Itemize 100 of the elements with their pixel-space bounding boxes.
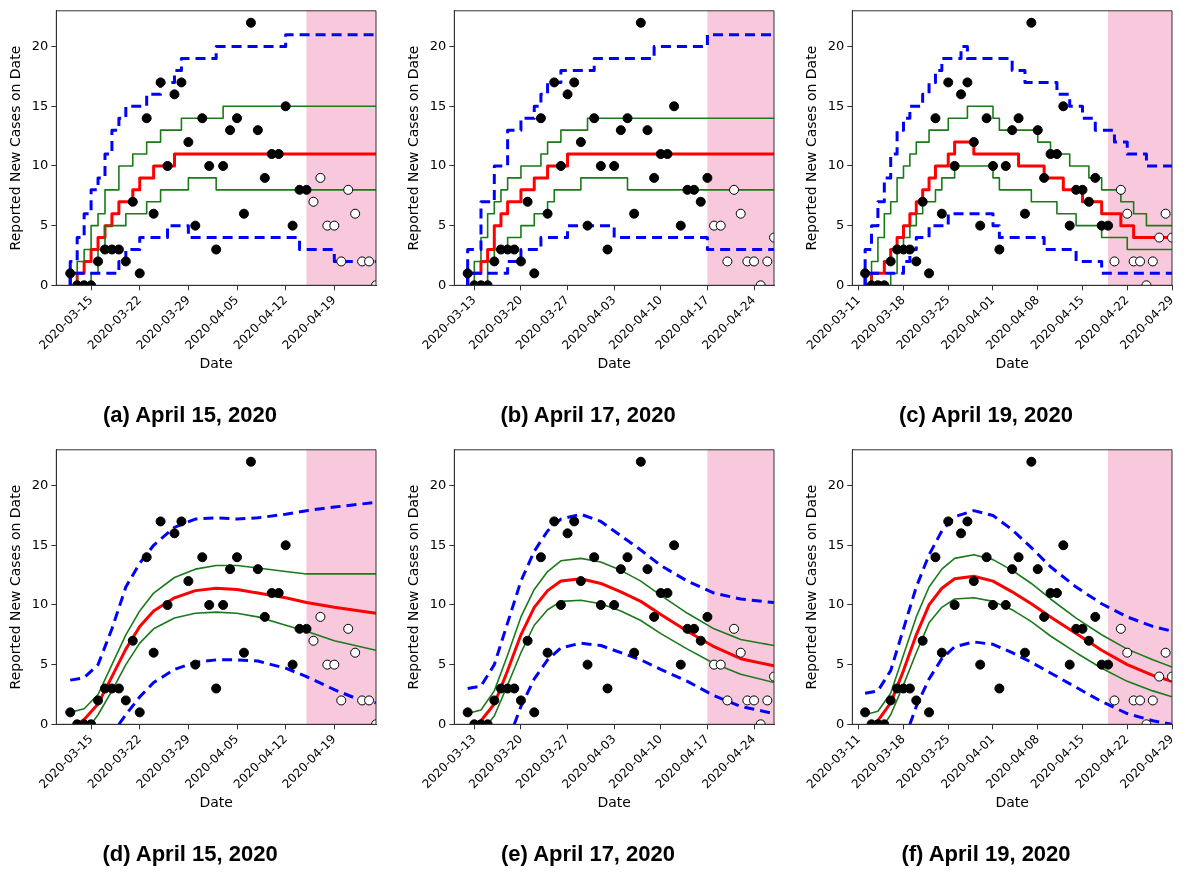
point <box>141 113 152 124</box>
point <box>762 695 773 706</box>
point <box>695 635 706 646</box>
point <box>535 113 546 124</box>
point <box>190 220 201 231</box>
point <box>515 256 526 267</box>
point <box>252 564 263 575</box>
point <box>981 552 992 563</box>
point <box>749 256 760 267</box>
point <box>190 659 201 670</box>
point <box>930 552 941 563</box>
point <box>162 160 173 171</box>
y-tick-label: 5 <box>836 217 845 233</box>
y-tick-label: 15 <box>827 97 845 113</box>
point <box>762 256 773 267</box>
point <box>169 528 180 539</box>
point <box>949 599 960 610</box>
point <box>329 659 340 670</box>
point <box>529 268 540 279</box>
point <box>649 172 660 183</box>
y-tick-label: 0 <box>836 276 845 292</box>
point <box>936 208 947 219</box>
point <box>134 707 145 718</box>
point <box>315 172 326 183</box>
text: (c) April 19, 2020 <box>898 401 1074 427</box>
point <box>715 659 726 670</box>
point <box>1109 695 1120 706</box>
point <box>575 576 586 587</box>
point <box>735 208 746 219</box>
y-tick-label: 20 <box>31 37 49 53</box>
y-tick-label: 20 <box>827 476 845 492</box>
point <box>729 623 740 634</box>
y-tick-label: 5 <box>40 217 49 233</box>
point <box>715 220 726 231</box>
point <box>1090 172 1101 183</box>
point <box>635 17 646 28</box>
point <box>245 456 256 467</box>
point <box>1032 125 1043 136</box>
point <box>1154 671 1165 682</box>
y-tick-label: 10 <box>827 157 845 173</box>
point <box>1135 695 1146 706</box>
y-tick-label: 15 <box>31 97 49 113</box>
point <box>489 695 500 706</box>
point <box>509 683 520 694</box>
point <box>350 208 361 219</box>
point <box>917 196 928 207</box>
point <box>749 695 760 706</box>
point <box>1154 232 1165 243</box>
point <box>1090 611 1101 622</box>
point <box>280 101 291 112</box>
point <box>238 647 249 658</box>
point <box>364 256 375 267</box>
point <box>542 647 553 658</box>
point <box>204 160 215 171</box>
point <box>1007 125 1018 136</box>
point <box>1115 184 1126 195</box>
point <box>329 220 340 231</box>
point <box>204 599 215 610</box>
point <box>729 184 740 195</box>
point <box>549 77 560 88</box>
y-axis-title: Reported New Cases on Date <box>405 484 422 690</box>
point <box>722 695 733 706</box>
point <box>315 611 326 622</box>
point <box>689 184 700 195</box>
point <box>589 113 600 124</box>
y-axis-title: Reported New Cases on Date <box>7 45 24 251</box>
x-axis-title: Date <box>995 793 1029 810</box>
y-tick-label: 5 <box>836 656 845 672</box>
point <box>245 17 256 28</box>
line-series <box>908 640 1172 725</box>
point <box>1115 623 1126 634</box>
y-tick-label: 5 <box>438 217 447 233</box>
point <box>735 647 746 658</box>
point <box>1026 17 1037 28</box>
point <box>509 244 520 255</box>
point <box>549 516 560 527</box>
point <box>1109 256 1120 267</box>
point <box>169 89 180 100</box>
point <box>649 611 660 622</box>
y-tick-label: 15 <box>429 536 447 552</box>
point <box>183 137 194 148</box>
line-series <box>863 509 1172 695</box>
point <box>1000 160 1011 171</box>
point <box>1032 564 1043 575</box>
y-tick-label: 5 <box>40 656 49 672</box>
point <box>595 599 606 610</box>
point <box>936 647 947 658</box>
point <box>994 244 1005 255</box>
point <box>162 599 173 610</box>
y-tick-label: 20 <box>429 476 447 492</box>
point <box>575 137 586 148</box>
y-tick-label: 10 <box>429 596 447 612</box>
y-axis-title: Reported New Cases on Date <box>7 484 24 690</box>
x-axis-title: Date <box>597 354 631 371</box>
y-tick-label: 10 <box>31 157 49 173</box>
point <box>702 611 713 622</box>
point <box>515 695 526 706</box>
point <box>642 125 653 136</box>
point <box>93 256 104 267</box>
point <box>225 125 236 136</box>
